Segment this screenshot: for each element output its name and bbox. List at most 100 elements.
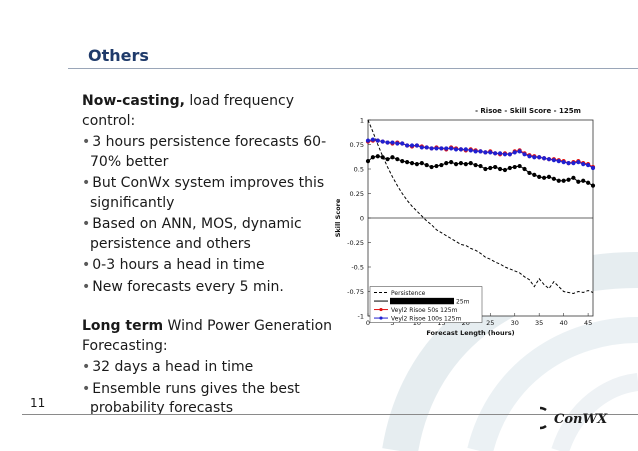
data-point: [395, 141, 400, 146]
y-tick-label: 1: [360, 117, 364, 125]
list-item: • Based on ANN, MOS, dynamic persistence …: [82, 215, 334, 254]
spacer: [82, 299, 334, 317]
chart-title: - Risoe - Skill Score - 125m: [475, 107, 581, 115]
list-item-text: 3 hours persistence forecasts 60-70% bet…: [90, 134, 327, 170]
data-point: [390, 155, 395, 160]
data-point: [405, 160, 410, 165]
y-tick-label: 0: [360, 215, 364, 223]
data-point: [370, 137, 375, 142]
data-point: [566, 177, 571, 182]
title-divider: [68, 68, 638, 69]
x-tick-label: 45: [584, 319, 592, 327]
logo-text: ConWX: [554, 412, 608, 427]
data-point: [556, 159, 561, 164]
slide-title: Others: [88, 46, 149, 65]
x-tick-label: 10: [413, 319, 421, 327]
data-point: [546, 174, 552, 179]
list-item-text: Ensemble runs gives the best probability…: [90, 380, 300, 417]
data-point: [400, 141, 405, 146]
footer-divider: [22, 414, 638, 415]
data-point: [400, 159, 405, 164]
data-point: [385, 157, 390, 162]
legend-marker: [379, 316, 383, 320]
data-point: [453, 162, 459, 167]
data-point: [546, 157, 552, 162]
list-item-text: New forecasts every 5 min.: [92, 278, 284, 295]
y-tick-label: 0.5: [354, 166, 364, 174]
data-point: [449, 146, 454, 151]
list-item: • Ensemble runs gives the best probabilit…: [82, 380, 334, 419]
data-point: [590, 165, 596, 171]
data-point: [483, 166, 488, 172]
legend-redaction: [390, 297, 454, 305]
y-tick-label: -0.75: [347, 288, 364, 296]
section-lead: Now-casting,: [82, 93, 185, 109]
data-point: [380, 139, 385, 144]
list-item: • 32 days a head in time: [82, 358, 334, 378]
section-lead: Long term: [82, 318, 164, 334]
data-point: [512, 164, 517, 170]
data-point: [409, 143, 415, 148]
data-point: [502, 167, 508, 173]
data-point: [551, 176, 556, 181]
data-point: [395, 157, 400, 162]
data-point: [517, 149, 522, 154]
legend-label: 25m: [456, 298, 470, 305]
bullet-icon: •: [82, 278, 91, 295]
x-axis-label: Forecast Length (hours): [426, 329, 514, 337]
x-tick-label: 0: [366, 319, 370, 327]
data-point: [405, 143, 410, 148]
section-lead-rest: load frequency control:: [82, 93, 295, 129]
list-item-text: 32 days a head in time: [92, 359, 254, 375]
data-point: [414, 143, 420, 148]
data-point: [590, 183, 596, 188]
data-point: [497, 166, 503, 172]
data-point: [385, 140, 390, 145]
skill-score-chart: - Risoe - Skill Score - 125m 1 0.75 0.5 0.25…: [334, 107, 596, 337]
data-point: [434, 163, 439, 169]
data-point: [478, 163, 483, 169]
data-point: [488, 150, 493, 155]
data-point: [571, 161, 576, 166]
data-point: [468, 161, 473, 166]
list-item-text: Based on ANN, MOS, dynamic persistence a…: [90, 216, 302, 252]
page-number: 11: [30, 396, 46, 410]
data-point: [586, 180, 591, 185]
data-point: [532, 155, 537, 160]
legend-box: [369, 286, 483, 323]
data-point: [517, 163, 522, 169]
list-item-text: But ConWx system improves this significa…: [90, 175, 325, 211]
data-point: [522, 152, 527, 157]
data-point: [551, 158, 556, 163]
data-point: [419, 145, 424, 150]
bullet-icon: •: [82, 134, 91, 150]
data-point: [581, 178, 586, 183]
data-point: [556, 178, 561, 183]
data-point: [497, 151, 503, 156]
data-point: [419, 161, 424, 166]
x-tick-label: 15: [437, 319, 445, 327]
data-point: [463, 147, 468, 152]
data-point: [541, 156, 547, 161]
y-tick-label: -0.5: [351, 264, 364, 272]
data-point: [561, 178, 566, 183]
legend-label: Veyl2 Risoe 50s 125m: [391, 307, 458, 314]
data-point: [493, 151, 498, 156]
legend-marker: [379, 307, 383, 312]
data-point: [444, 161, 449, 166]
x-tick-label: 30: [511, 319, 519, 327]
data-point: [541, 175, 547, 180]
series-line: [367, 119, 594, 294]
data-point: [473, 149, 478, 154]
list-item: • But ConWx system improves this signific…: [82, 174, 334, 213]
list-item: • 3 hours persistence forecasts 60-70% be…: [82, 133, 334, 172]
x-tick-label: 25: [486, 319, 494, 327]
data-point: [424, 145, 429, 150]
data-point: [365, 159, 371, 164]
data-point: [424, 162, 429, 168]
data-point: [409, 161, 415, 166]
data-point: [493, 164, 498, 170]
data-point: [439, 162, 444, 168]
data-point: [468, 148, 473, 153]
data-point: [527, 170, 532, 176]
